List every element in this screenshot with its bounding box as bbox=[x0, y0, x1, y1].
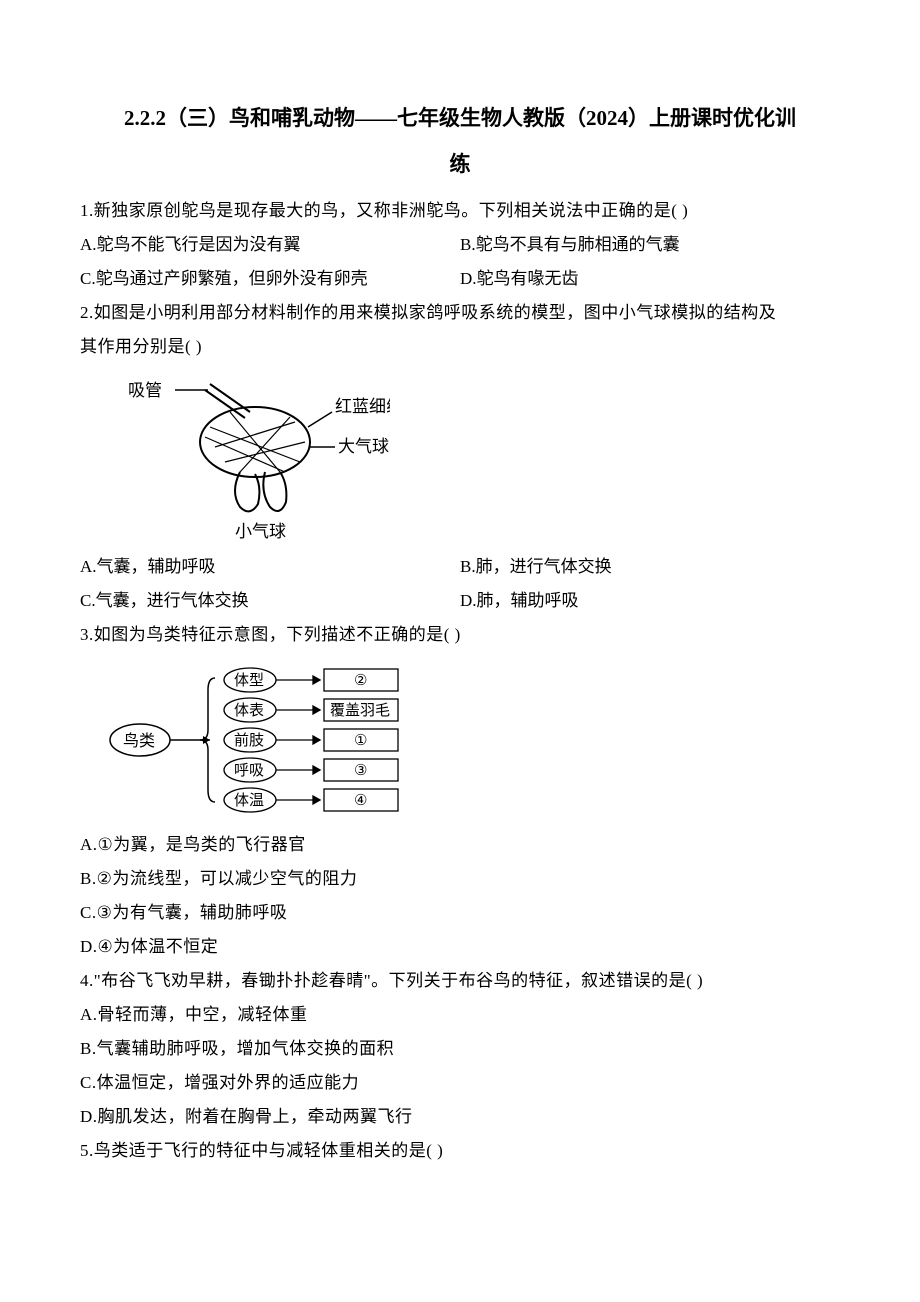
q2-options-row2: C.气囊，进行气体交换 D.肺，辅助呼吸 bbox=[80, 584, 840, 618]
q1-option-d: D.鸵鸟有喙无齿 bbox=[460, 262, 840, 296]
q2-label-thread: 红蓝细线 bbox=[335, 397, 390, 416]
document-page: 2.2.2（三）鸟和哺乳动物——七年级生物人教版（2024）上册课时优化训 练 … bbox=[0, 0, 920, 1302]
q2-label-bigball: 大气球 bbox=[338, 437, 389, 456]
q2-stem-line1: 2.如图是小明利用部分材料制作的用来模拟家鸽呼吸系统的模型，图中小气球模拟的结构… bbox=[80, 296, 840, 330]
q3-box-r2: 覆盖羽毛 bbox=[330, 702, 390, 719]
q2-stem-line2: 其作用分别是( ) bbox=[80, 330, 840, 364]
q3-node-n4: 呼吸 bbox=[234, 762, 264, 779]
q4-option-c: C.体温恒定，增强对外界的适应能力 bbox=[80, 1066, 840, 1100]
q3-box-r4: ③ bbox=[354, 763, 367, 779]
q2-figure: 吸管 红蓝细线 大气球 小气球 bbox=[80, 372, 840, 542]
q3-box-r3: ① bbox=[354, 733, 367, 749]
q1-stem: 1.新独家原创鸵鸟是现存最大的鸟，又称非洲鸵鸟。下列相关说法中正确的是( ) bbox=[80, 194, 840, 228]
q2-option-c: C.气囊，进行气体交换 bbox=[80, 584, 460, 618]
q3-option-b: B.②为流线型，可以减少空气的阻力 bbox=[80, 862, 840, 896]
q3-node-n3: 前肢 bbox=[234, 732, 264, 749]
q2-label-smallball: 小气球 bbox=[235, 522, 286, 541]
doc-title-line1: 2.2.2（三）鸟和哺乳动物——七年级生物人教版（2024）上册课时优化训 bbox=[80, 100, 840, 138]
q3-box-r5: ④ bbox=[354, 793, 367, 809]
q4-option-a: A.骨轻而薄，中空，减轻体重 bbox=[80, 998, 840, 1032]
q4-option-d: D.胸肌发达，附着在胸骨上，牵动两翼飞行 bbox=[80, 1100, 840, 1134]
q2-options-row1: A.气囊，辅助呼吸 B.肺，进行气体交换 bbox=[80, 550, 840, 584]
q2-option-d: D.肺，辅助呼吸 bbox=[460, 584, 840, 618]
doc-title-line2: 练 bbox=[80, 148, 840, 178]
q4-option-b: B.气囊辅助肺呼吸，增加气体交换的面积 bbox=[80, 1032, 840, 1066]
q4-stem: 4."布谷飞飞劝早耕，春锄扑扑趁春晴"。下列关于布谷鸟的特征，叙述错误的是( ) bbox=[80, 964, 840, 998]
q2-option-b: B.肺，进行气体交换 bbox=[460, 550, 840, 584]
q3-stem: 3.如图为鸟类特征示意图，下列描述不正确的是( ) bbox=[80, 618, 840, 652]
q3-node-n2: 体表 bbox=[234, 702, 264, 719]
q5-stem: 5.鸟类适于飞行的特征中与减轻体重相关的是( ) bbox=[80, 1134, 840, 1168]
q2-label-straw: 吸管 bbox=[128, 381, 162, 400]
q3-option-d: D.④为体温不恒定 bbox=[80, 930, 840, 964]
q3-node-n1: 体型 bbox=[234, 672, 264, 689]
q3-node-n5: 体温 bbox=[234, 792, 264, 809]
q1-options-row2: C.鸵鸟通过产卵繁殖，但卵外没有卵壳 D.鸵鸟有喙无齿 bbox=[80, 262, 840, 296]
q1-option-b: B.鸵鸟不具有与肺相通的气囊 bbox=[460, 228, 840, 262]
q1-option-a: A.鸵鸟不能飞行是因为没有翼 bbox=[80, 228, 460, 262]
q3-node-root: 鸟类 bbox=[123, 732, 155, 750]
q3-option-c: C.③为有气囊，辅助肺呼吸 bbox=[80, 896, 840, 930]
q3-box-r1: ② bbox=[354, 673, 367, 689]
q1-option-c: C.鸵鸟通过产卵繁殖，但卵外没有卵壳 bbox=[80, 262, 460, 296]
q3-option-a: A.①为翼，是鸟类的飞行器官 bbox=[80, 828, 840, 862]
q3-figure: 鸟类 体型 体表 前肢 呼吸 体温 bbox=[80, 660, 840, 820]
q2-option-a: A.气囊，辅助呼吸 bbox=[80, 550, 460, 584]
q1-options-row1: A.鸵鸟不能飞行是因为没有翼 B.鸵鸟不具有与肺相通的气囊 bbox=[80, 228, 840, 262]
